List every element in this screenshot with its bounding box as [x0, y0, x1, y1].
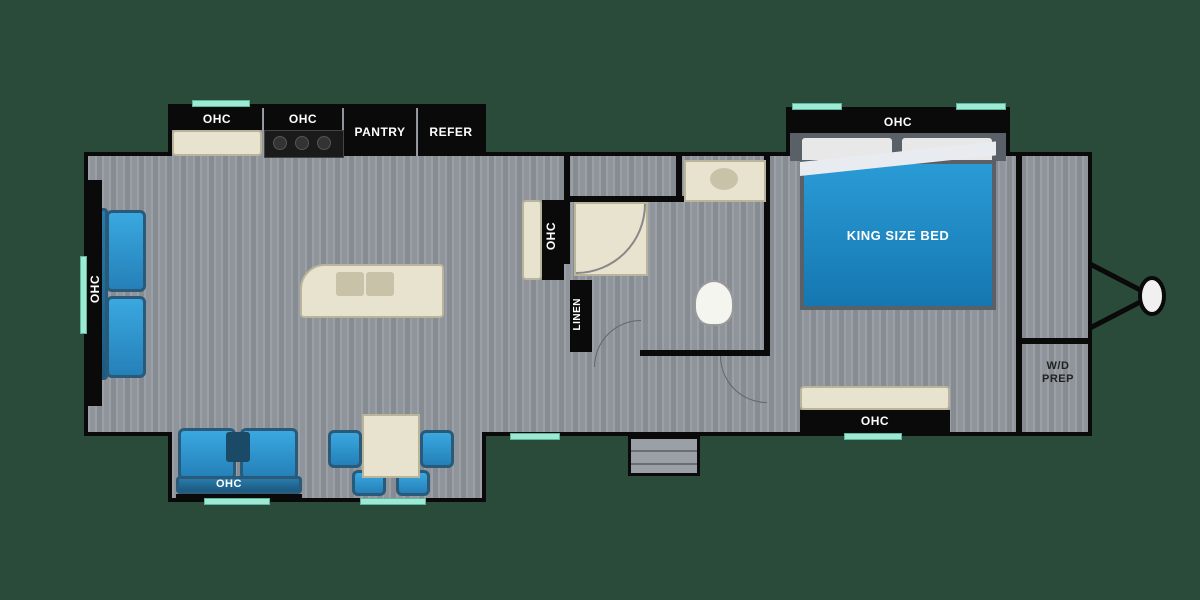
rear-sofa-seat [106, 210, 146, 292]
rear-ohc-label: OHC [88, 275, 102, 303]
wd-label: W/DPREP [1032, 360, 1084, 386]
island-sink [366, 272, 394, 296]
sofa-ohc-label: OHC [216, 478, 242, 490]
window [192, 100, 250, 107]
island-sink [336, 272, 364, 296]
window [956, 103, 1006, 110]
refer-cabinet: REFER [418, 108, 484, 156]
pantry-cabinet: PANTRY [344, 108, 416, 156]
window [80, 256, 87, 334]
king-bed: KING SIZE BED [800, 160, 996, 310]
window [792, 103, 842, 110]
sofa-console [226, 432, 250, 462]
shower [574, 202, 648, 276]
hitch-icon [1088, 258, 1168, 334]
entry-steps [628, 436, 700, 476]
ohc-label: OHC [289, 112, 317, 126]
closet-wall [1022, 338, 1088, 344]
dinette-chair [328, 430, 362, 468]
bed-dresser [800, 386, 950, 410]
window [844, 433, 902, 440]
bed-ohc-bottom: OHC [800, 410, 950, 432]
ohc-label: OHC [884, 115, 912, 129]
window [510, 433, 560, 440]
dinette-chair [420, 430, 454, 468]
rear-sofa-seat [106, 296, 146, 378]
bath-basin [710, 168, 738, 190]
stove [264, 130, 344, 158]
bath-wall-div [676, 156, 682, 200]
bed-ohc-top: OHC [790, 111, 1006, 133]
counter-1 [172, 130, 262, 156]
interior-wall [564, 156, 570, 264]
mid-counter [522, 200, 542, 280]
ohc-mid-label: OHC [544, 222, 558, 250]
ohc-label: OHC [203, 112, 231, 126]
refer-label: REFER [429, 125, 472, 139]
bedroom-wall [1016, 156, 1022, 432]
dinette-table [362, 414, 420, 478]
window [204, 498, 270, 505]
window [360, 498, 426, 505]
ohc-cabinet-1: OHC [172, 108, 262, 130]
linen-label: LINEN [572, 298, 583, 331]
ohc-cabinet-2: OHC [264, 108, 342, 130]
pantry-label: PANTRY [355, 125, 406, 139]
floorplan-stage: OHC OHC OHC PANTRY REFER OHC LINEN OHC K… [0, 0, 1200, 600]
ohc-label: OHC [861, 414, 889, 428]
bed-label: KING SIZE BED [847, 228, 950, 243]
toilet [694, 280, 734, 326]
